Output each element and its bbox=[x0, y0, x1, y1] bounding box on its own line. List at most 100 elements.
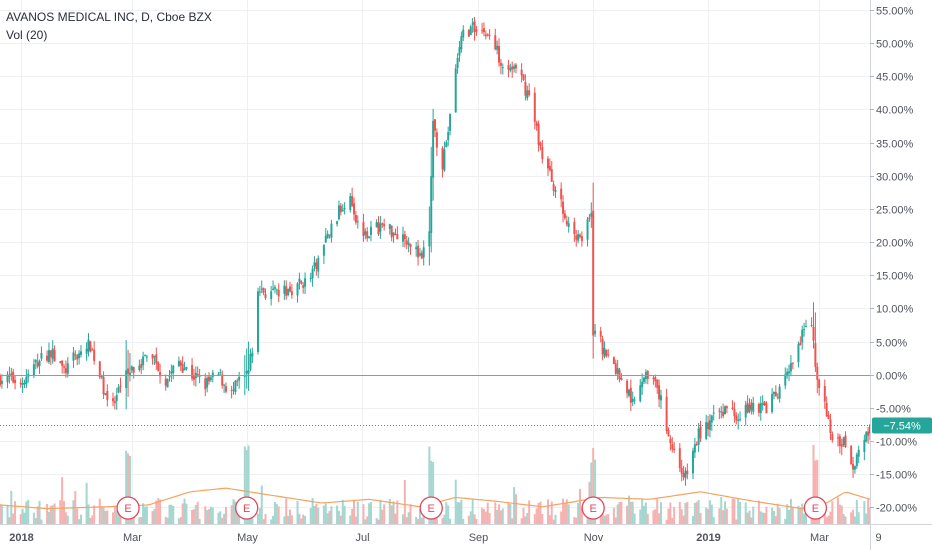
candle-body bbox=[814, 343, 817, 367]
candle-body bbox=[867, 431, 870, 436]
volume-bar bbox=[673, 507, 676, 524]
volume-bar bbox=[140, 517, 143, 524]
candle-body bbox=[369, 226, 372, 235]
candle-body bbox=[336, 221, 339, 225]
volume-bar bbox=[850, 512, 853, 524]
candle-body bbox=[341, 209, 344, 212]
volume-bar bbox=[814, 460, 817, 524]
candle-body bbox=[356, 221, 359, 223]
earnings-marker[interactable]: E bbox=[116, 496, 140, 520]
candle-body bbox=[710, 415, 713, 423]
candle-body bbox=[458, 47, 461, 56]
candle-body bbox=[390, 225, 393, 238]
volume-bar bbox=[803, 513, 806, 524]
volume-bar bbox=[396, 500, 399, 524]
volume-bar bbox=[157, 498, 160, 524]
candle-body bbox=[362, 222, 365, 237]
volume-bar bbox=[705, 507, 708, 524]
x-axis[interactable]: 2018 Mar May Jul Sep Nov 2019 Mar 9 bbox=[9, 532, 881, 544]
volume-bar bbox=[737, 498, 740, 524]
earnings-marker[interactable]: E bbox=[581, 496, 605, 520]
candle-body bbox=[840, 444, 843, 447]
volume-bar bbox=[368, 503, 371, 524]
candle-body bbox=[10, 373, 13, 376]
candle-body bbox=[765, 403, 768, 414]
y-tick-label: 25.00% bbox=[876, 205, 914, 217]
earnings-marker[interactable]: E bbox=[803, 496, 828, 520]
candle-body bbox=[211, 372, 214, 378]
candle-body bbox=[863, 439, 866, 452]
candle-body bbox=[422, 247, 425, 258]
volume-bar bbox=[394, 513, 397, 524]
volume-bar bbox=[273, 501, 276, 524]
candle-body bbox=[368, 236, 371, 239]
candle-body bbox=[748, 404, 751, 412]
volume-bar bbox=[857, 512, 860, 524]
candle-body bbox=[111, 398, 114, 402]
volume-bar bbox=[614, 517, 617, 524]
volume-bar bbox=[752, 506, 755, 524]
candle-body bbox=[801, 329, 804, 343]
volume-bar bbox=[302, 514, 305, 524]
earnings-label: E bbox=[812, 503, 819, 515]
volume-bar bbox=[867, 499, 870, 524]
earnings-label: E bbox=[428, 503, 435, 515]
volume-bar bbox=[686, 501, 689, 524]
candle-body bbox=[304, 278, 307, 287]
volume-bar bbox=[317, 507, 320, 524]
volume-bar bbox=[533, 514, 536, 524]
symbol-title[interactable]: AVANOS MEDICAL INC, D, Cboe BZX bbox=[6, 10, 212, 24]
volume-bar bbox=[168, 504, 171, 524]
volume-bar bbox=[249, 514, 252, 524]
y-axis[interactable]: 55.00% 50.00% 45.00% 40.00% 35.00% 30.00% 25.0… bbox=[870, 6, 917, 515]
volume-bar bbox=[287, 515, 290, 524]
volume-bar bbox=[829, 511, 832, 524]
candle-body bbox=[142, 356, 145, 366]
volume-indicator-title[interactable]: Vol (20) bbox=[6, 28, 48, 42]
volume-bar bbox=[285, 498, 288, 524]
candle-body bbox=[14, 379, 17, 384]
volume-bar bbox=[185, 503, 188, 524]
volume-bar bbox=[654, 509, 657, 524]
volume-bar bbox=[720, 497, 723, 524]
candle-body bbox=[774, 391, 777, 397]
volume-bar bbox=[507, 502, 510, 524]
volume-bar bbox=[712, 516, 715, 524]
candle-body bbox=[418, 253, 421, 256]
volume-bar bbox=[804, 511, 807, 524]
volume-bar bbox=[23, 512, 26, 524]
volume-bar bbox=[840, 505, 843, 524]
volume-bar bbox=[528, 500, 531, 524]
candle-body bbox=[488, 34, 491, 36]
candle-body bbox=[499, 62, 502, 66]
earnings-marker[interactable]: E bbox=[235, 496, 259, 520]
candle-body bbox=[428, 231, 431, 247]
volume-bar bbox=[377, 519, 380, 524]
x-tick-label: Sep bbox=[469, 532, 489, 544]
candle-body bbox=[586, 219, 589, 240]
earnings-marker[interactable]: E bbox=[419, 496, 443, 520]
volume-bar bbox=[49, 505, 52, 524]
candle-body bbox=[98, 361, 101, 378]
candle-body bbox=[434, 119, 436, 131]
candle-body bbox=[403, 234, 406, 240]
volume-bar bbox=[810, 519, 813, 524]
candle-body bbox=[36, 362, 39, 367]
volume-bar bbox=[827, 515, 830, 524]
volume-bar bbox=[524, 516, 527, 524]
candle-body bbox=[302, 285, 305, 288]
volume-bar bbox=[8, 517, 11, 524]
candle-body bbox=[313, 262, 316, 267]
candle-body bbox=[296, 283, 299, 296]
volume-bar bbox=[554, 514, 557, 524]
candle-body bbox=[377, 222, 380, 235]
candle-body bbox=[599, 331, 602, 337]
candle-body bbox=[230, 390, 233, 392]
volume-bar bbox=[748, 510, 751, 524]
volume-bar bbox=[697, 499, 700, 524]
candle-body bbox=[722, 411, 725, 417]
candle-body bbox=[328, 234, 331, 236]
volume-bar bbox=[605, 514, 608, 524]
